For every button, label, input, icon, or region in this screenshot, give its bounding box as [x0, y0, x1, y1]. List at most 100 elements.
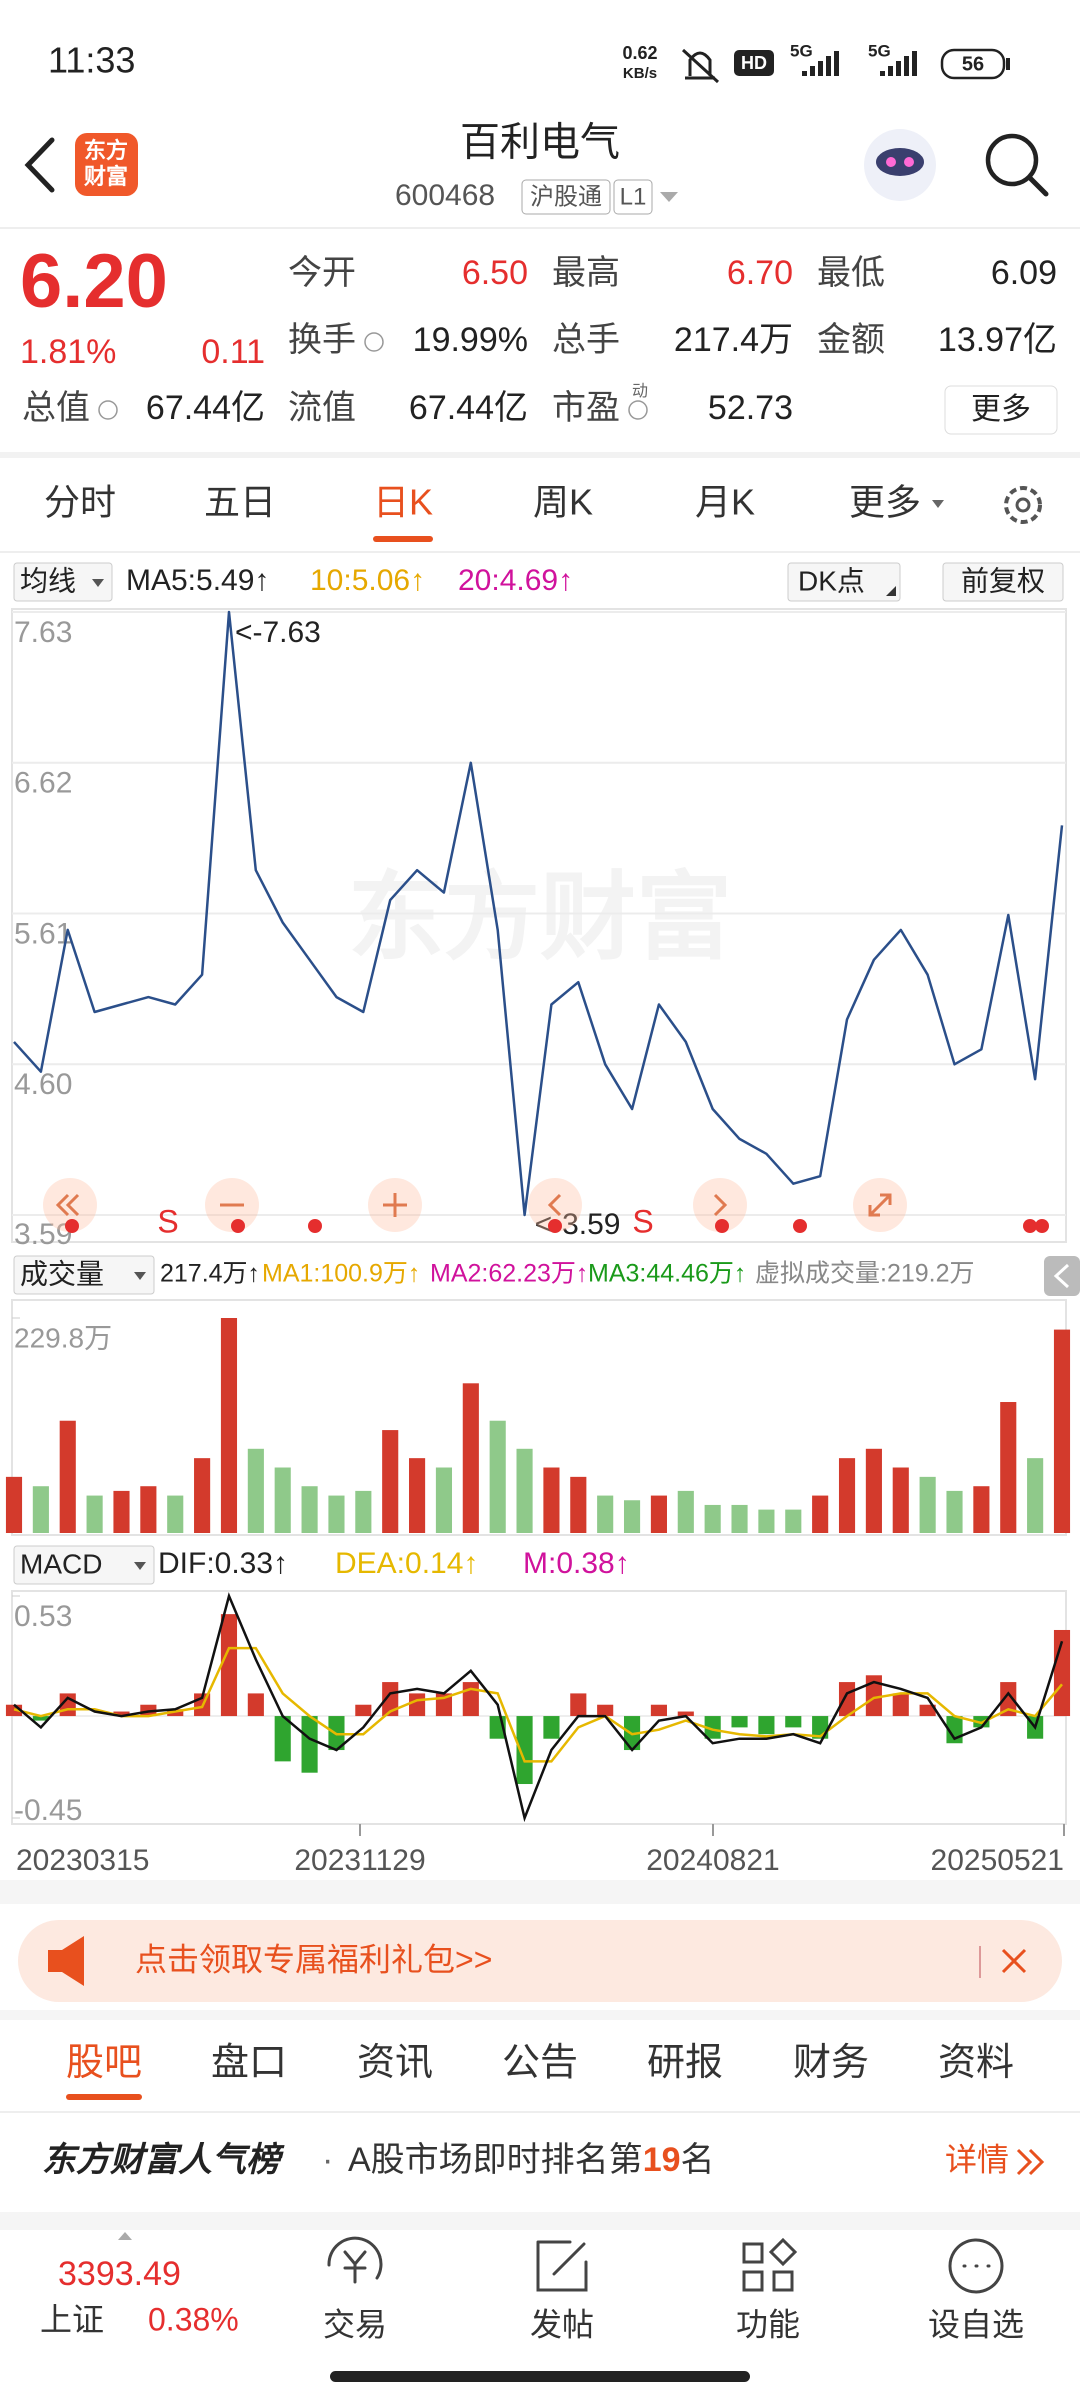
adjust-label[interactable]: 前复权 [961, 565, 1045, 596]
volume-bar [113, 1490, 130, 1533]
period-tab[interactable]: 月K [695, 482, 755, 523]
content-tab[interactable]: 财务 [793, 2042, 869, 2084]
volume-bar [597, 1495, 614, 1533]
info-icon [628, 400, 648, 420]
back-button[interactable] [24, 137, 55, 193]
content-tab[interactable]: 盘口 [211, 2042, 287, 2084]
quote-value: 217.4万 [674, 321, 793, 359]
nav-label[interactable]: 交易 [323, 2306, 387, 2342]
nav-label[interactable]: 发帖 [530, 2306, 594, 2342]
chart-control[interactable] [528, 1178, 582, 1232]
more-label[interactable]: 更多 [971, 393, 1031, 426]
price-line [13, 610, 1064, 1217]
y-tick-label: 6.62 [14, 767, 72, 800]
macd-bar [570, 1693, 587, 1717]
quote-value: 6.09 [991, 254, 1057, 292]
volume-bar [220, 1318, 238, 1533]
period-tab[interactable]: 五日 [204, 482, 276, 523]
more-button[interactable] [944, 385, 1058, 435]
period-tab[interactable]: 周K [533, 482, 593, 523]
adjust-button[interactable] [942, 562, 1064, 602]
date-label: 20250521 [931, 1844, 1064, 1877]
content-tab[interactable]: 资讯 [357, 2042, 433, 2084]
battery-tip [1006, 58, 1010, 70]
nav-icon[interactable] [327, 2236, 383, 2284]
selector-box[interactable] [13, 1255, 155, 1295]
index-value[interactable]: 3393.49 [58, 2255, 181, 2293]
megaphone-icon [48, 1936, 84, 1986]
period-tab[interactable]: 日K [373, 482, 433, 523]
period-tab[interactable]: 更多 [849, 482, 921, 523]
level-tag: L1 [620, 183, 647, 210]
control-glyph [383, 1193, 407, 1217]
volume-bar [409, 1458, 426, 1533]
quote-label: 市盈 [552, 389, 620, 427]
selector-label[interactable]: 均线 [20, 565, 76, 596]
content-tab[interactable]: 股吧 [66, 2042, 142, 2084]
volume-bar [758, 1509, 775, 1533]
signal-bar [802, 71, 807, 76]
max-annotation: <-7.63 [235, 616, 321, 649]
index-name[interactable]: 上证 [40, 2301, 104, 2337]
tag-box [613, 179, 653, 215]
legend-item: 虚拟成交量:219.2万 [755, 1260, 975, 1288]
quote-value: 67.44亿 [409, 389, 528, 427]
tag-box [521, 179, 611, 215]
volume-bar [570, 1476, 587, 1533]
dk-label[interactable]: DK点 [798, 565, 865, 596]
mute-icon [681, 48, 720, 84]
logo-text: 东方 [84, 138, 128, 163]
settings-button[interactable] [1004, 486, 1042, 524]
content-tab[interactable]: 资料 [938, 2042, 1014, 2084]
nav-label[interactable]: 功能 [736, 2306, 800, 2342]
legend-item: 20:4.69↑ [458, 564, 573, 597]
ranking-detail[interactable]: 详情 [945, 2141, 1009, 2177]
legend-item: M:0.38↑ [523, 1547, 630, 1580]
index-change[interactable]: 0.38% [148, 2301, 239, 2337]
nav-icon[interactable] [536, 2240, 588, 2292]
info-icon [98, 400, 118, 420]
macd-bar [247, 1693, 264, 1717]
volume-bar [543, 1467, 560, 1533]
control-glyph [713, 1193, 728, 1217]
volume-bar [274, 1467, 291, 1533]
ranking-prefix: A股市场即时排名第 [348, 2141, 643, 2179]
selector-label[interactable]: 成交量 [20, 1258, 104, 1289]
close-button[interactable] [1001, 1948, 1027, 1974]
dk-button[interactable] [787, 562, 901, 602]
chart-control[interactable] [693, 1178, 747, 1232]
selector-box[interactable] [13, 1545, 155, 1585]
search-button[interactable] [985, 133, 1039, 187]
y-tick-label: -0.45 [14, 1794, 82, 1827]
tab-underline [373, 536, 433, 542]
content-tab[interactable]: 研报 [647, 2042, 723, 2084]
volume-bar [919, 1476, 936, 1533]
promo-banner[interactable] [18, 1920, 1062, 2002]
selector-box[interactable] [13, 562, 113, 602]
period-tab[interactable]: 分时 [44, 482, 116, 523]
volume-bar [435, 1467, 453, 1533]
volume-bar [892, 1467, 909, 1533]
nav-label[interactable]: 设自选 [928, 2306, 1024, 2342]
divider [0, 2010, 1080, 2020]
nav-icon[interactable] [948, 2238, 1004, 2294]
volume-bar [462, 1383, 479, 1533]
collapse-button[interactable] [1044, 1256, 1080, 1296]
y-tick-label: 4.60 [14, 1068, 72, 1101]
promo-text[interactable]: 点击领取专属福利礼包>> [135, 1941, 492, 1977]
nav-icon[interactable] [742, 2237, 798, 2292]
volume-bar [704, 1504, 721, 1533]
quote-label: 总值 [22, 389, 90, 427]
signal-dot [715, 1219, 729, 1233]
volume-bar [731, 1504, 748, 1533]
volume-bar [623, 1500, 641, 1533]
volume-bar [1000, 1402, 1017, 1533]
content-tab[interactable]: 公告 [502, 2042, 578, 2084]
macd-bar [543, 1716, 560, 1739]
selector-label[interactable]: MACD [20, 1548, 102, 1579]
legend-item: 217.4万↑ [160, 1260, 260, 1288]
dropdown-arrow [660, 192, 678, 202]
volume-bar [140, 1486, 157, 1533]
